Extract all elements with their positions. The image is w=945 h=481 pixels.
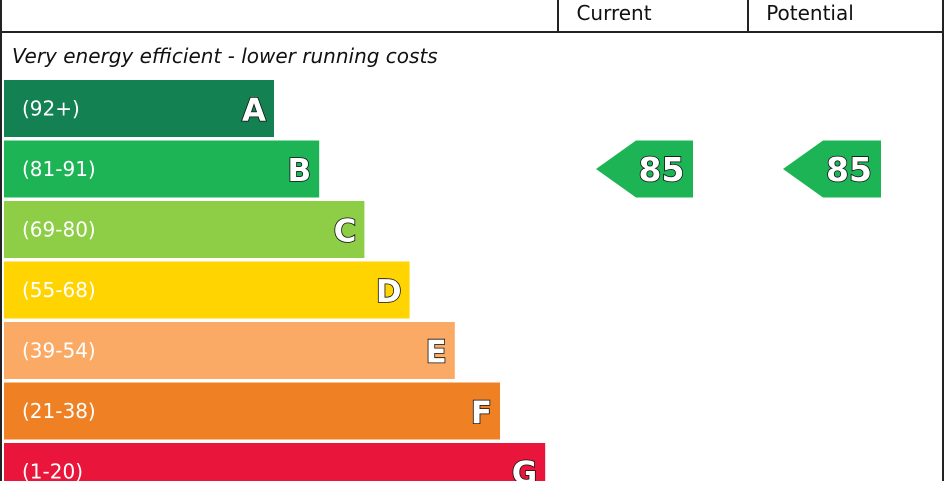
current-column-header: Current <box>576 1 651 25</box>
band-letter-g: G <box>512 456 537 481</box>
band-bar-b <box>4 140 320 198</box>
band-letter-f: F <box>471 395 492 431</box>
band-bar-d <box>4 261 410 319</box>
current-rating-arrow <box>596 140 693 198</box>
band-range-d: (55-68) <box>22 278 96 302</box>
band-range-c: (69-80) <box>22 218 96 242</box>
band-bar-a <box>4 80 274 137</box>
band-range-a: (92+) <box>22 97 80 121</box>
band-letter-a: A <box>242 93 266 129</box>
band-bar-c <box>4 201 365 258</box>
current-rating-value: 85 <box>639 150 685 189</box>
band-bar-g <box>4 443 546 481</box>
rating-bands: (92+) A (81-91) B (69-80) C (55-68) D (39-54) E (2… <box>4 80 546 481</box>
band-letter-d: D <box>376 274 402 310</box>
band-letter-b: B <box>288 153 312 189</box>
band-letter-c: C <box>334 214 357 250</box>
band-bar-e <box>4 322 455 379</box>
efficiency-caption: Very energy efficient - lower running co… <box>12 44 438 68</box>
rating-arrows: 85 85 <box>596 140 881 198</box>
band-letter-e: E <box>426 335 447 371</box>
band-bar-f <box>4 382 500 440</box>
band-range-g: (1-20) <box>22 460 83 481</box>
band-range-f: (21-38) <box>22 399 96 423</box>
potential-column-header: Potential <box>766 1 854 25</box>
potential-rating-arrow <box>783 140 881 198</box>
potential-rating-value: 85 <box>826 150 872 189</box>
band-range-e: (39-54) <box>22 339 96 363</box>
band-range-b: (81-91) <box>22 157 96 181</box>
